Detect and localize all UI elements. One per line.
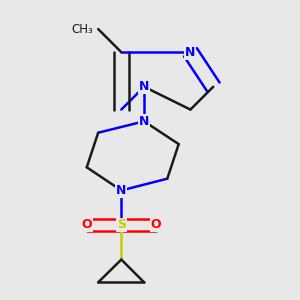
Text: O: O bbox=[81, 218, 92, 232]
Text: O: O bbox=[151, 218, 161, 232]
Text: N: N bbox=[185, 46, 196, 59]
Text: N: N bbox=[116, 184, 127, 197]
Text: N: N bbox=[139, 115, 149, 128]
Text: CH₃: CH₃ bbox=[71, 22, 93, 35]
Text: S: S bbox=[117, 218, 126, 232]
Text: N: N bbox=[139, 80, 149, 93]
